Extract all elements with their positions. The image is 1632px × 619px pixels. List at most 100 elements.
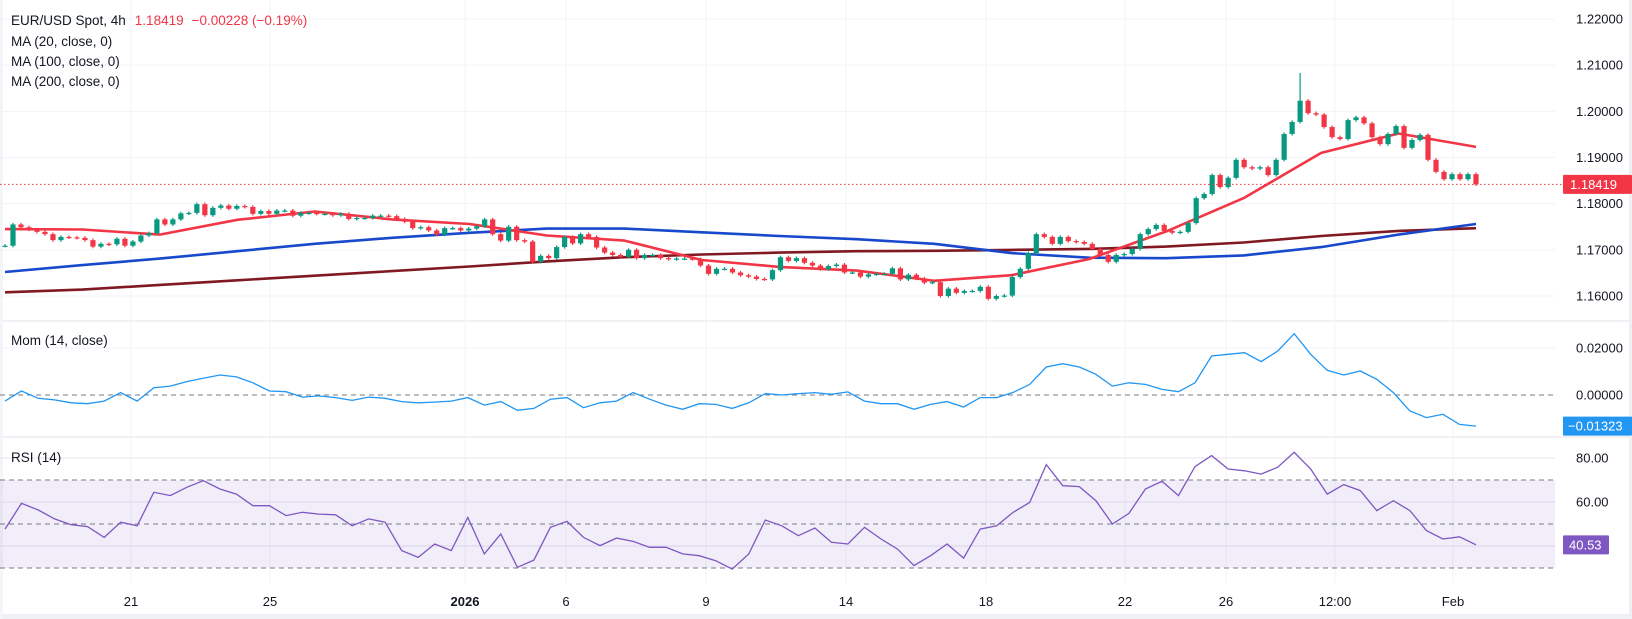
candle-down xyxy=(953,288,959,293)
candle-down xyxy=(921,278,927,283)
candle-down xyxy=(1473,174,1479,185)
price-axis-label: 1.22000 xyxy=(1576,12,1623,27)
candle-up xyxy=(625,249,632,257)
candle-down xyxy=(290,210,296,216)
last-price: 1.18419 xyxy=(134,13,184,28)
candle-down xyxy=(162,219,168,225)
symbol-title: EUR/USD Spot, 4h xyxy=(11,13,126,28)
candle-down xyxy=(1441,171,1447,180)
candle-up xyxy=(1057,236,1063,244)
price-axis-label: 1.21000 xyxy=(1576,58,1623,73)
candle-up xyxy=(1225,177,1231,188)
candle-up xyxy=(825,266,832,270)
candle-down xyxy=(1305,100,1311,114)
candle-down xyxy=(841,264,848,273)
candle-down xyxy=(1241,159,1247,168)
momentum-line xyxy=(4,332,1477,427)
symbol-legend[interactable]: EUR/USD Spot, 4h 1.18419 −0.00228 (−0.19%) xyxy=(11,13,307,29)
price-axis-label: 1.17000 xyxy=(1576,242,1623,257)
candle-up xyxy=(178,213,184,220)
candle-up xyxy=(258,211,264,214)
candle-up xyxy=(769,270,776,280)
candle-down xyxy=(1313,113,1319,115)
momentum-axis-label: 0.00000 xyxy=(1576,388,1623,403)
legend-ma100[interactable]: MA (100, close, 0) xyxy=(11,54,120,69)
candle-down xyxy=(314,212,320,215)
candle-down xyxy=(410,221,416,229)
candle-up xyxy=(873,273,880,276)
candle-down xyxy=(226,205,232,209)
candle-up xyxy=(554,247,560,259)
ma200-line xyxy=(4,226,1477,294)
candle-up xyxy=(98,243,104,247)
candle-down xyxy=(522,240,528,242)
candle-up xyxy=(306,212,312,215)
candle-down xyxy=(745,275,752,277)
candle-up xyxy=(154,219,160,234)
candle-down xyxy=(434,230,440,235)
legend-ma20[interactable]: MA (20, close, 0) xyxy=(11,34,113,49)
candle-up xyxy=(1033,234,1039,254)
time-axis-label: 21 xyxy=(124,594,138,609)
candle-up xyxy=(338,213,344,216)
candle-up xyxy=(993,296,999,299)
time-axis-label: 22 xyxy=(1118,594,1132,609)
indicator-lines xyxy=(4,332,1477,570)
candle-down xyxy=(633,249,640,259)
candle-up xyxy=(354,217,360,220)
candle-down xyxy=(1369,123,1375,138)
candle-down xyxy=(1457,174,1463,180)
candle-up xyxy=(1153,224,1159,230)
axes: 21 25 2026 6 9 14 18 22 26 12:00 Feb 1.22000 1.21000… xyxy=(124,12,1623,610)
candle-up xyxy=(1417,134,1423,140)
candle-down xyxy=(346,213,352,219)
price-axis-label: 1.19000 xyxy=(1576,150,1623,165)
candle-down xyxy=(1081,242,1087,244)
candle-down xyxy=(394,216,400,219)
candle-up xyxy=(1113,254,1119,262)
time-axis-label: 6 xyxy=(562,594,569,609)
price-axis-label: 1.16000 xyxy=(1576,289,1623,304)
candle-up xyxy=(1185,223,1191,232)
candle-up xyxy=(538,255,544,262)
candle-up xyxy=(1393,126,1399,134)
candle-down xyxy=(266,211,272,214)
price-change: −0.00228 (−0.19%) xyxy=(191,13,308,28)
candle-up xyxy=(450,228,456,230)
last-value-tags: 1.18419 −0.01323 40.53 xyxy=(0,174,1632,555)
candle-down xyxy=(1249,167,1255,169)
candle-down xyxy=(34,229,40,232)
candle-down xyxy=(985,286,991,299)
candle-up xyxy=(218,205,224,208)
last-price-tag-label: 1.18419 xyxy=(1570,177,1617,192)
candle-down xyxy=(857,272,864,277)
momentum-legend[interactable]: Mom (14, close) xyxy=(11,333,108,348)
candle-up xyxy=(466,228,472,231)
ma100-line xyxy=(4,222,1477,274)
ma20-line xyxy=(4,132,1477,283)
candle-down xyxy=(689,258,696,260)
candle-down xyxy=(601,247,608,253)
candle-up xyxy=(442,228,448,235)
candle-down xyxy=(514,226,520,241)
candle-down xyxy=(785,257,792,261)
candle-down xyxy=(66,236,72,239)
candle-up xyxy=(721,268,728,270)
frame-right xyxy=(1629,0,1632,619)
candle-down xyxy=(458,228,464,231)
candle-up xyxy=(474,226,480,229)
candle-up xyxy=(362,217,368,220)
legend-ma200[interactable]: MA (200, close, 0) xyxy=(11,74,120,89)
candle-down xyxy=(426,227,432,231)
rsi-legend[interactable]: RSI (14) xyxy=(11,450,62,465)
candle-up xyxy=(681,258,688,260)
candle-up xyxy=(138,235,144,242)
candle-up xyxy=(713,268,720,274)
candle-up xyxy=(322,213,328,216)
candle-up xyxy=(2,245,8,247)
candle-up xyxy=(1009,277,1015,296)
candle-down xyxy=(1097,248,1103,255)
candle-up xyxy=(482,219,488,227)
